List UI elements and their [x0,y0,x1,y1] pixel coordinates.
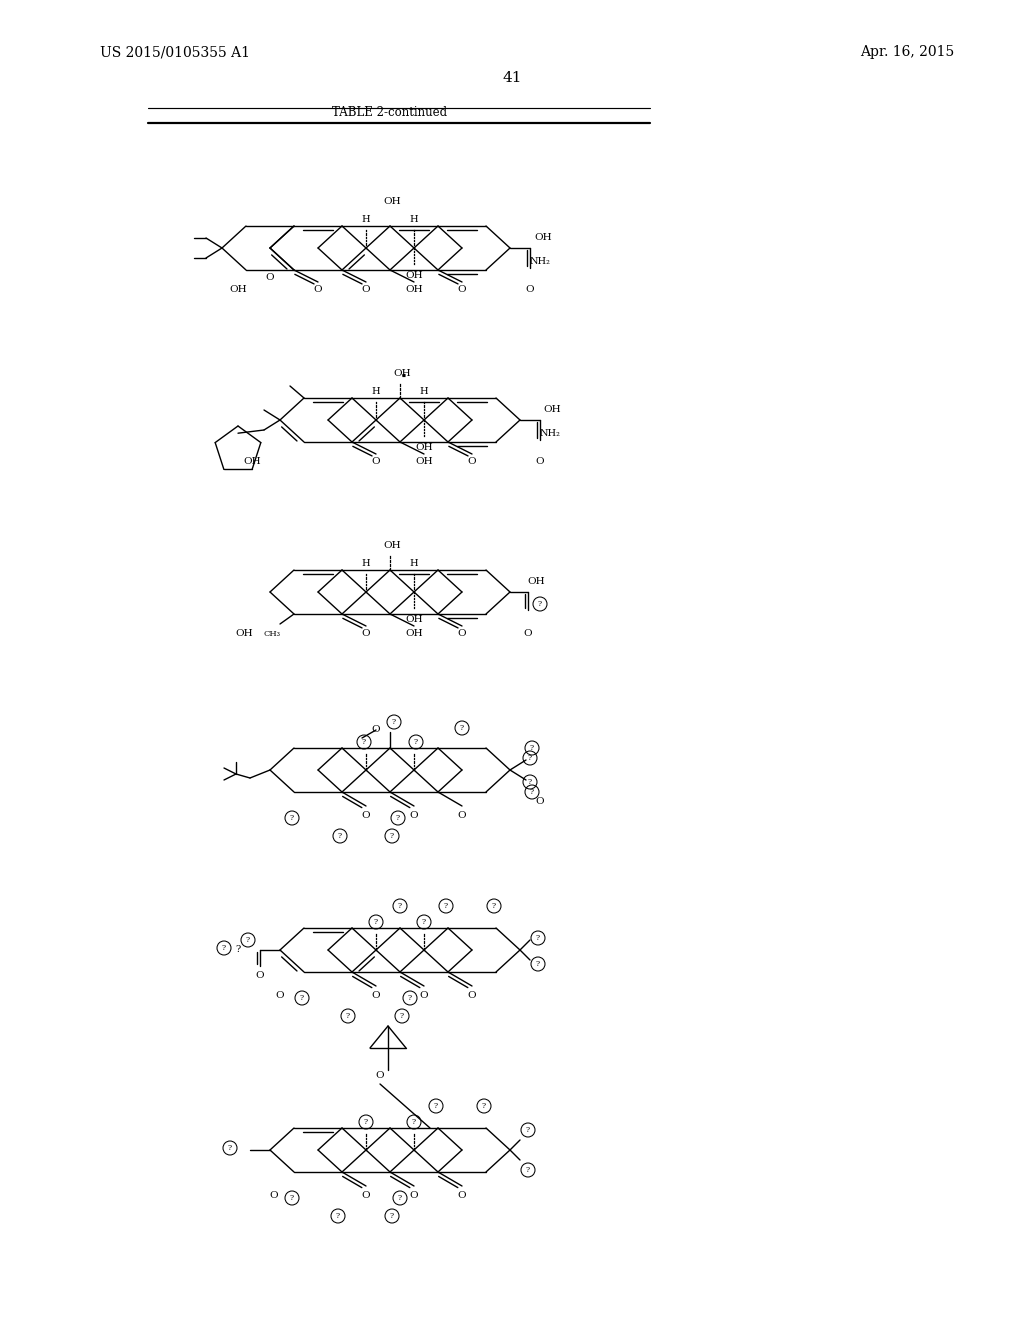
Text: ?: ? [482,1102,486,1110]
Text: ?: ? [228,1144,232,1152]
Text: ?: ? [526,1166,530,1173]
Text: ?: ? [361,738,366,746]
Text: ?: ? [398,902,402,909]
Text: ?: ? [396,814,400,822]
Text: OH: OH [393,368,411,378]
Text: OH: OH [535,234,552,243]
Text: O: O [420,990,428,999]
Text: O: O [468,990,476,999]
Text: H: H [361,560,371,569]
Text: ?: ? [336,1212,340,1220]
Text: ?: ? [414,738,418,746]
Text: ?: ? [390,1212,394,1220]
Text: 41: 41 [502,71,522,84]
Text: US 2015/0105355 A1: US 2015/0105355 A1 [100,45,250,59]
Text: H: H [410,560,419,569]
Text: ?: ? [526,1126,530,1134]
Text: O: O [361,285,371,294]
Text: OH: OH [229,285,247,294]
Text: O: O [376,1072,384,1081]
Text: ?: ? [530,788,535,796]
Text: ?: ? [412,1118,416,1126]
Text: ?: ? [374,917,378,927]
Text: ?: ? [460,723,464,733]
Text: ?: ? [346,1012,350,1020]
Text: ?: ? [400,1012,404,1020]
Text: O: O [313,285,323,294]
Text: TABLE 2-continued: TABLE 2-continued [333,107,447,120]
Text: OH: OH [527,578,545,586]
Text: O: O [458,1191,466,1200]
Text: ?: ? [536,935,540,942]
Text: OH: OH [406,285,423,294]
Text: O: O [269,1191,279,1200]
Text: O: O [536,797,545,807]
Text: ?: ? [536,960,540,968]
Text: ?: ? [528,777,532,785]
Text: O: O [361,1191,371,1200]
Text: O: O [372,726,380,734]
Text: O: O [275,990,285,999]
Text: Apr. 16, 2015: Apr. 16, 2015 [860,45,954,59]
Text: NH₂: NH₂ [529,257,551,267]
Text: ?: ? [338,832,342,840]
Text: O: O [458,810,466,820]
Text: OH: OH [383,197,400,206]
Text: ?: ? [300,994,304,1002]
Text: O: O [265,273,274,282]
Text: OH: OH [236,630,253,639]
Text: O: O [372,458,380,466]
Text: H: H [410,215,419,224]
Text: O: O [468,458,476,466]
Text: ■: ■ [402,374,406,378]
Text: ?: ? [492,902,496,909]
Text: O: O [361,810,371,820]
Text: ?: ? [392,718,396,726]
Text: ?: ? [290,1195,294,1203]
Text: H: H [361,215,371,224]
Text: ?: ? [222,944,226,952]
Text: H: H [420,388,428,396]
Text: ?: ? [422,917,426,927]
Text: O: O [458,285,466,294]
Text: O: O [458,630,466,639]
Text: O: O [410,1191,419,1200]
Text: ?: ? [408,994,412,1002]
Text: OH: OH [415,458,433,466]
Text: OH: OH [243,458,261,466]
Text: ?: ? [390,832,394,840]
Text: ?: ? [538,601,542,609]
Text: OH: OH [415,444,433,453]
Text: ?: ? [434,1102,438,1110]
Text: ?: ? [236,945,241,954]
Text: O: O [536,458,545,466]
Text: O: O [256,972,264,981]
Text: ?: ? [528,754,532,762]
Text: ?: ? [364,1118,368,1126]
Text: OH: OH [406,272,423,281]
Text: O: O [361,630,371,639]
Text: O: O [372,990,380,999]
Text: OH: OH [406,615,423,624]
Text: O: O [525,285,535,294]
Text: OH: OH [543,405,561,414]
Text: ?: ? [530,744,535,752]
Text: H: H [372,388,380,396]
Text: ?: ? [444,902,449,909]
Text: CH₃: CH₃ [263,630,281,638]
Text: ?: ? [398,1195,402,1203]
Text: OH: OH [383,540,400,549]
Text: O: O [523,630,532,639]
Text: OH: OH [406,630,423,639]
Text: NH₂: NH₂ [540,429,560,438]
Text: ?: ? [246,936,250,944]
Text: ?: ? [290,814,294,822]
Text: O: O [410,810,419,820]
